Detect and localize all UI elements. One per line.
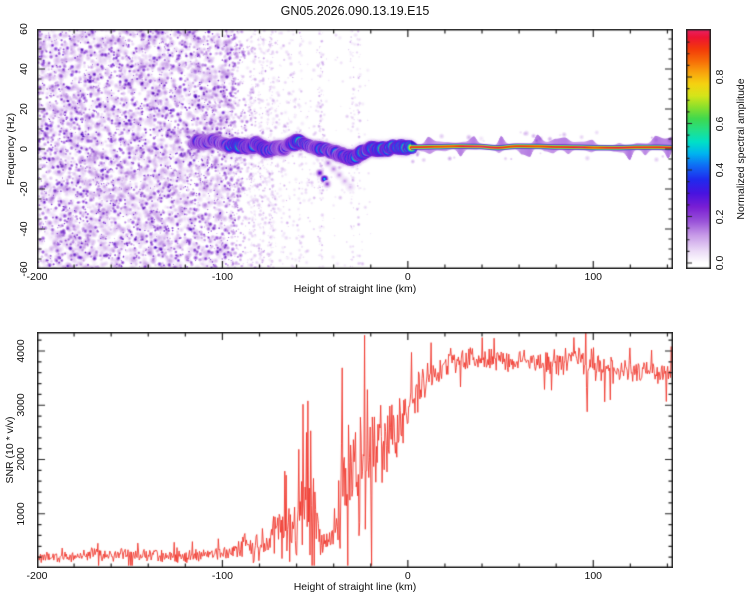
top-y-tick-label: 60	[18, 23, 30, 35]
bottom-y-tick-label: 3000	[15, 393, 27, 417]
bottom-x-tick-label: 100	[584, 570, 603, 582]
top-x-tick-label: 0	[404, 271, 411, 283]
top-y-tick-label: -20	[18, 181, 30, 197]
colorbar-tick-label: 0.0	[714, 255, 726, 271]
bottom-y-tick-label: 2000	[15, 447, 27, 472]
top-y-axis-label: Frequency (Hz)	[5, 112, 17, 186]
top-x-tick-label: -100	[211, 271, 233, 283]
bottom-x-tick-label: -200	[26, 570, 48, 582]
bottom-x-tick-label: 0	[404, 570, 411, 582]
top-x-tick-label: 100	[584, 271, 603, 283]
top-y-tick-label: -40	[18, 221, 30, 237]
colorbar-tick-label: 0.2	[714, 209, 726, 224]
colorbar-tick-label: 0.6	[714, 116, 726, 131]
top-y-tick-label: 0	[18, 146, 30, 152]
colorbar-tick-label: 0.4	[714, 162, 726, 178]
colorbar-label: Normalized spectral amplitude	[735, 78, 747, 220]
colorbar	[686, 29, 711, 269]
top-x-axis-label: Height of straight line (km)	[293, 283, 417, 295]
bottom-y-tick-label: 4000	[15, 339, 27, 363]
top-y-tick-label: 20	[18, 103, 30, 115]
spectrogram-canvas	[37, 29, 673, 269]
top-y-tick-label: 40	[18, 63, 30, 75]
snr-canvas	[37, 332, 673, 568]
bottom-x-tick-label: -100	[211, 570, 233, 582]
top-plot	[37, 29, 673, 269]
page-title: GN05.2026.090.13.19.E15	[280, 4, 430, 18]
colorbar-canvas	[686, 29, 711, 269]
top-y-tick-label: -60	[18, 261, 30, 277]
bottom-plot	[37, 332, 673, 568]
bottom-y-tick-label: 1000	[15, 502, 27, 526]
top-x-tick-label: -200	[26, 271, 48, 283]
colorbar-tick-label: 0.8	[714, 69, 726, 85]
bottom-x-axis-label: Height of straight line (km)	[293, 581, 417, 593]
